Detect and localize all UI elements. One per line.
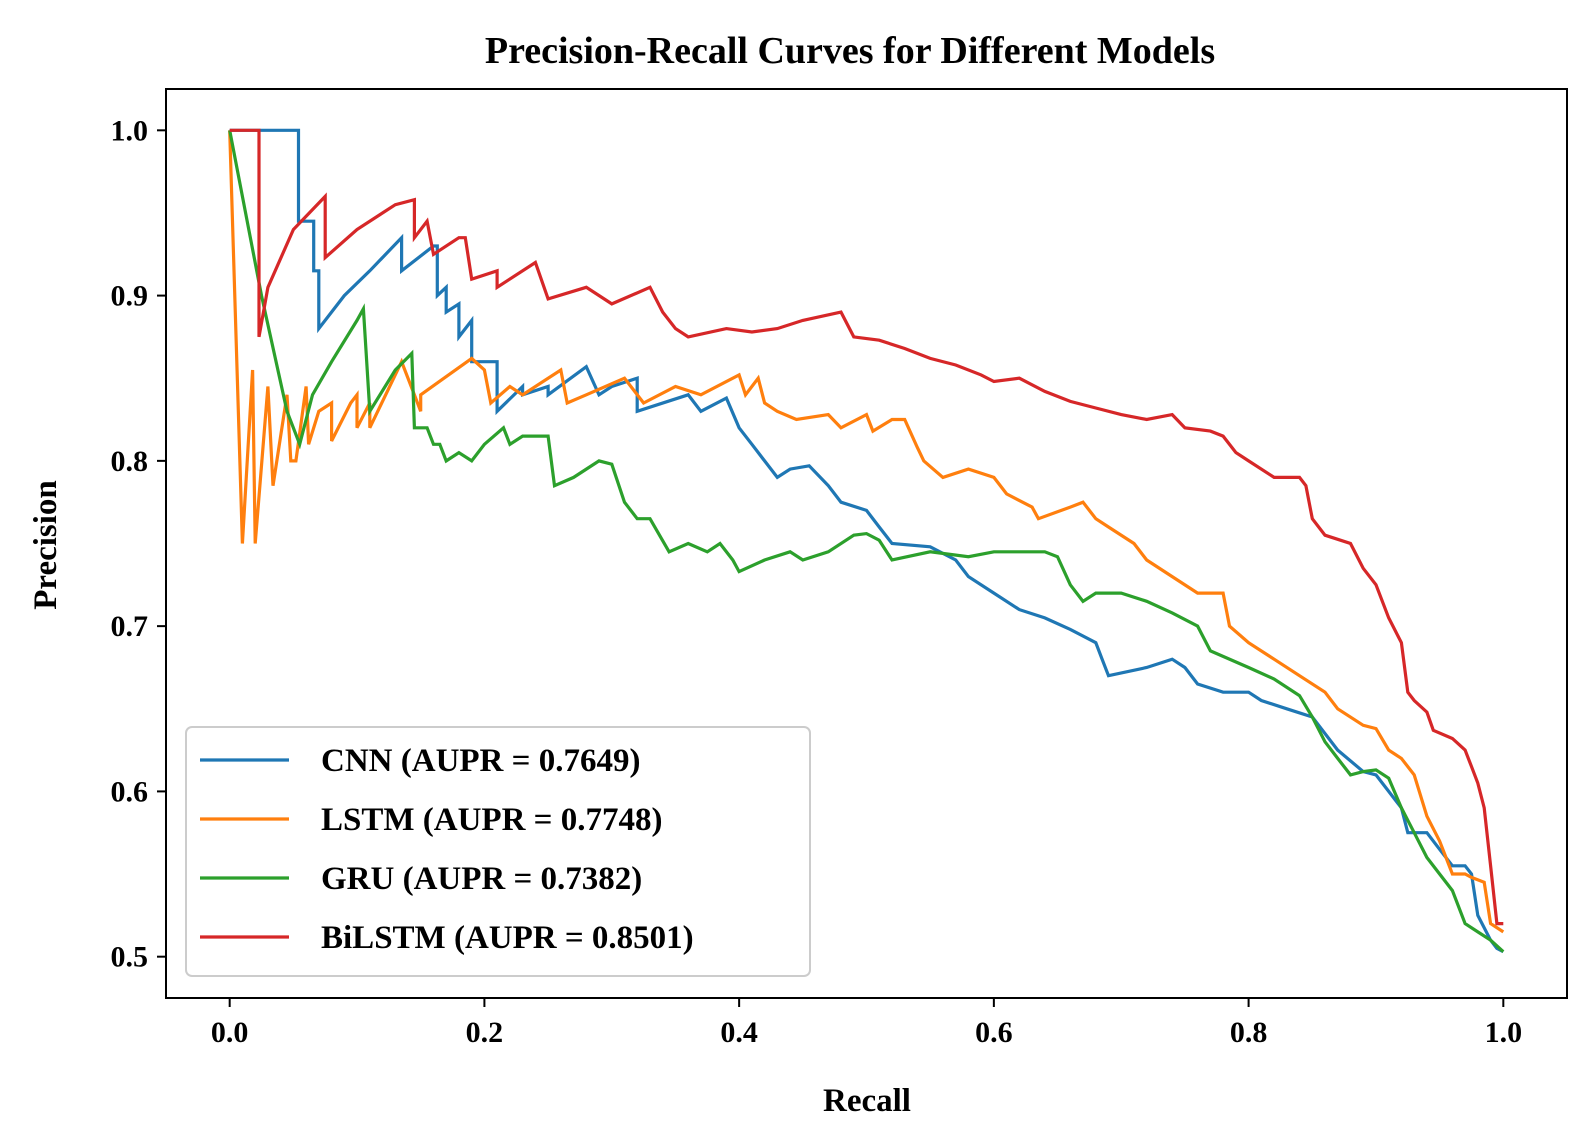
legend-box — [185, 726, 811, 977]
series-line-1 — [228, 130, 1505, 934]
series-lines — [228, 128, 1505, 954]
y-axis-label: Precision — [28, 480, 64, 610]
x-axis-label: Recall — [823, 1083, 911, 1119]
legend-label-1: LSTM (AUPR = 0.7748) — [321, 802, 662, 838]
legend: CNN (AUPR = 0.7649) LSTM (AUPR = 0.7748) G… — [185, 726, 811, 977]
x-axis-ticks: 0.0 0.2 0.4 0.6 0.8 1.0 — [211, 998, 1522, 1049]
y-axis-ticks: 0.5 0.6 0.7 0.8 0.9 1.0 — [111, 114, 166, 974]
y-tick-label: 0.7 — [111, 610, 149, 643]
series-line-2 — [228, 129, 1505, 953]
y-tick-label: 1.0 — [111, 114, 149, 147]
x-tick-label: 0.8 — [1230, 1016, 1268, 1049]
y-tick-label: 0.9 — [111, 280, 149, 313]
x-tick-label: 1.0 — [1485, 1016, 1523, 1049]
legend-label-2: GRU (AUPR = 0.7382) — [321, 861, 642, 897]
plot-frame — [165, 88, 1568, 999]
series-line-0 — [229, 128, 1505, 954]
chart-title: Precision-Recall Curves for Different Mo… — [485, 30, 1215, 72]
series-line-3 — [229, 128, 1504, 926]
y-tick-label: 0.8 — [111, 445, 149, 478]
x-tick-label: 0.2 — [466, 1016, 504, 1049]
legend-label-0: CNN (AUPR = 0.7649) — [321, 743, 640, 779]
y-tick-label: 0.5 — [111, 941, 149, 974]
x-tick-label: 0.4 — [720, 1016, 758, 1049]
y-tick-label: 0.6 — [111, 775, 149, 808]
x-tick-label: 0.6 — [975, 1016, 1013, 1049]
legend-label-3: BiLSTM (AUPR = 0.8501) — [321, 920, 694, 956]
x-tick-label: 0.0 — [211, 1016, 249, 1049]
